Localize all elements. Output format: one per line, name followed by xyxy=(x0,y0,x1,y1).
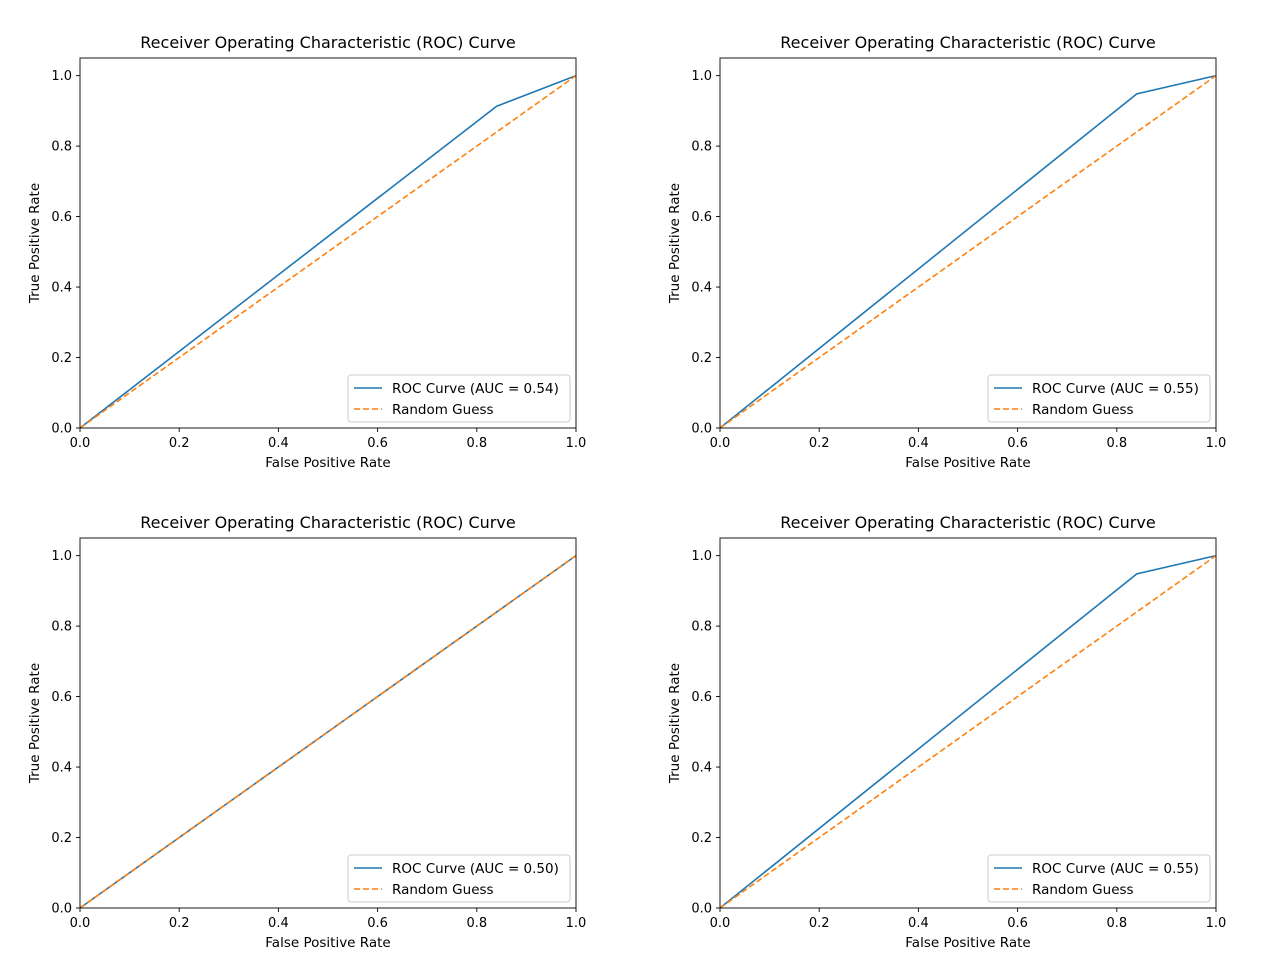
y-tick-label: 0.6 xyxy=(691,690,712,705)
y-tick-label: 0.8 xyxy=(51,620,72,635)
y-tick-label: 0.0 xyxy=(51,902,72,917)
y-tick-label: 0.6 xyxy=(691,210,712,225)
roc-curve-line xyxy=(719,74,1217,429)
x-axis-label: False Positive Rate xyxy=(265,935,390,951)
y-tick-label: 0.2 xyxy=(51,351,72,366)
y-tick-label: 0.6 xyxy=(51,690,72,705)
chart-title: Receiver Operating Characteristic (ROC) … xyxy=(780,33,1155,52)
y-tick-label: 1.0 xyxy=(691,549,712,564)
legend: ROC Curve (AUC = 0.50) Random Guess xyxy=(347,854,571,903)
x-tick-label: 0.6 xyxy=(367,916,388,931)
roc-curve-line xyxy=(79,74,577,429)
chart-panel-1: 0.0 0.2 0.4 0.6 0.8 1.0 0.0 0.2 0.4 0.6 0.8 1.0 Rece… xyxy=(27,33,586,471)
axes-frame xyxy=(79,57,577,429)
x-tick-label: 0.6 xyxy=(1007,916,1028,931)
y-axis-label: True Positive Rate xyxy=(667,183,683,304)
x-tick-label: 0.0 xyxy=(710,436,731,451)
x-tick-label: 0.6 xyxy=(1007,436,1028,451)
legend-label: ROC Curve (AUC = 0.55) xyxy=(1032,861,1199,877)
chart-title: Receiver Operating Characteristic (ROC) … xyxy=(140,513,515,532)
chart-title: Receiver Operating Characteristic (ROC) … xyxy=(780,513,1155,532)
x-tick-label: 1.0 xyxy=(566,436,587,451)
legend-box xyxy=(987,374,1211,423)
chart-panel-4: 0.0 0.2 0.4 0.6 0.8 1.0 0.0 0.2 0.4 0.6 0.8 1.0 Rece… xyxy=(667,513,1226,951)
legend-label: ROC Curve (AUC = 0.55) xyxy=(1032,381,1199,397)
legend-label: ROC Curve (AUC = 0.54) xyxy=(392,381,559,397)
legend-label: Random Guess xyxy=(392,402,494,418)
y-tick-label: 1.0 xyxy=(51,69,72,84)
axes-frame xyxy=(719,57,1217,429)
y-tick-label: 1.0 xyxy=(691,69,712,84)
y-tick-label: 0.6 xyxy=(51,210,72,225)
y-tick-label: 0.0 xyxy=(691,422,712,437)
legend-label: Random Guess xyxy=(1032,402,1134,418)
y-tick-label: 0.0 xyxy=(691,902,712,917)
x-tick-label: 0.8 xyxy=(466,916,487,931)
y-tick-label: 0.4 xyxy=(691,281,712,296)
y-tick-label: 0.4 xyxy=(691,761,712,776)
y-axis-label: True Positive Rate xyxy=(27,183,43,304)
x-tick-label: 1.0 xyxy=(566,916,587,931)
x-tick-label: 0.6 xyxy=(367,436,388,451)
x-tick-label: 0.8 xyxy=(1106,436,1127,451)
y-tick-label: 0.4 xyxy=(51,281,72,296)
axes-frame xyxy=(79,537,577,909)
random-guess-line xyxy=(79,554,577,909)
legend: ROC Curve (AUC = 0.55) Random Guess xyxy=(987,854,1211,903)
y-tick-label: 0.4 xyxy=(51,761,72,776)
legend-box xyxy=(347,374,571,423)
y-tick-label: 0.2 xyxy=(691,831,712,846)
y-tick-label: 0.0 xyxy=(51,422,72,437)
y-tick-label: 0.2 xyxy=(691,351,712,366)
y-tick-label: 0.8 xyxy=(691,620,712,635)
legend-box xyxy=(347,854,571,903)
legend: ROC Curve (AUC = 0.54) Random Guess xyxy=(347,374,571,423)
legend-box xyxy=(987,854,1211,903)
legend-label: Random Guess xyxy=(392,882,494,898)
x-tick-label: 0.4 xyxy=(908,436,929,451)
y-tick-label: 0.8 xyxy=(51,140,72,155)
x-tick-label: 0.4 xyxy=(268,436,289,451)
legend-label: ROC Curve (AUC = 0.50) xyxy=(392,861,559,877)
x-tick-label: 0.4 xyxy=(268,916,289,931)
axes-frame xyxy=(719,537,1217,909)
x-tick-label: 0.2 xyxy=(809,436,830,451)
y-tick-label: 0.8 xyxy=(691,140,712,155)
x-axis-label: False Positive Rate xyxy=(905,455,1030,471)
roc-curve-line xyxy=(719,554,1217,909)
y-axis-label: True Positive Rate xyxy=(667,663,683,784)
x-tick-label: 0.2 xyxy=(809,916,830,931)
x-tick-label: 0.0 xyxy=(70,436,91,451)
random-guess-line xyxy=(719,554,1217,909)
y-tick-label: 1.0 xyxy=(51,549,72,564)
random-guess-line xyxy=(719,74,1217,429)
x-tick-label: 0.2 xyxy=(169,916,190,931)
x-tick-label: 0.8 xyxy=(466,436,487,451)
chart-title: Receiver Operating Characteristic (ROC) … xyxy=(140,33,515,52)
y-tick-label: 0.2 xyxy=(51,831,72,846)
chart-panel-2: 0.0 0.2 0.4 0.6 0.8 1.0 0.0 0.2 0.4 0.6 0.8 1.0 Rece… xyxy=(667,33,1226,471)
chart-panel-3: 0.0 0.2 0.4 0.6 0.8 1.0 0.0 0.2 0.4 0.6 0.8 1.0 Rece… xyxy=(27,513,586,951)
legend-label: Random Guess xyxy=(1032,882,1134,898)
x-tick-label: 1.0 xyxy=(1206,436,1227,451)
legend: ROC Curve (AUC = 0.55) Random Guess xyxy=(987,374,1211,423)
x-tick-label: 0.2 xyxy=(169,436,190,451)
x-tick-label: 0.0 xyxy=(70,916,91,931)
x-tick-label: 0.4 xyxy=(908,916,929,931)
x-axis-label: False Positive Rate xyxy=(905,935,1030,951)
x-tick-label: 0.8 xyxy=(1106,916,1127,931)
y-axis-label: True Positive Rate xyxy=(27,663,43,784)
x-tick-label: 0.0 xyxy=(710,916,731,931)
x-axis-label: False Positive Rate xyxy=(265,455,390,471)
random-guess-line xyxy=(79,74,577,429)
x-tick-label: 1.0 xyxy=(1206,916,1227,931)
